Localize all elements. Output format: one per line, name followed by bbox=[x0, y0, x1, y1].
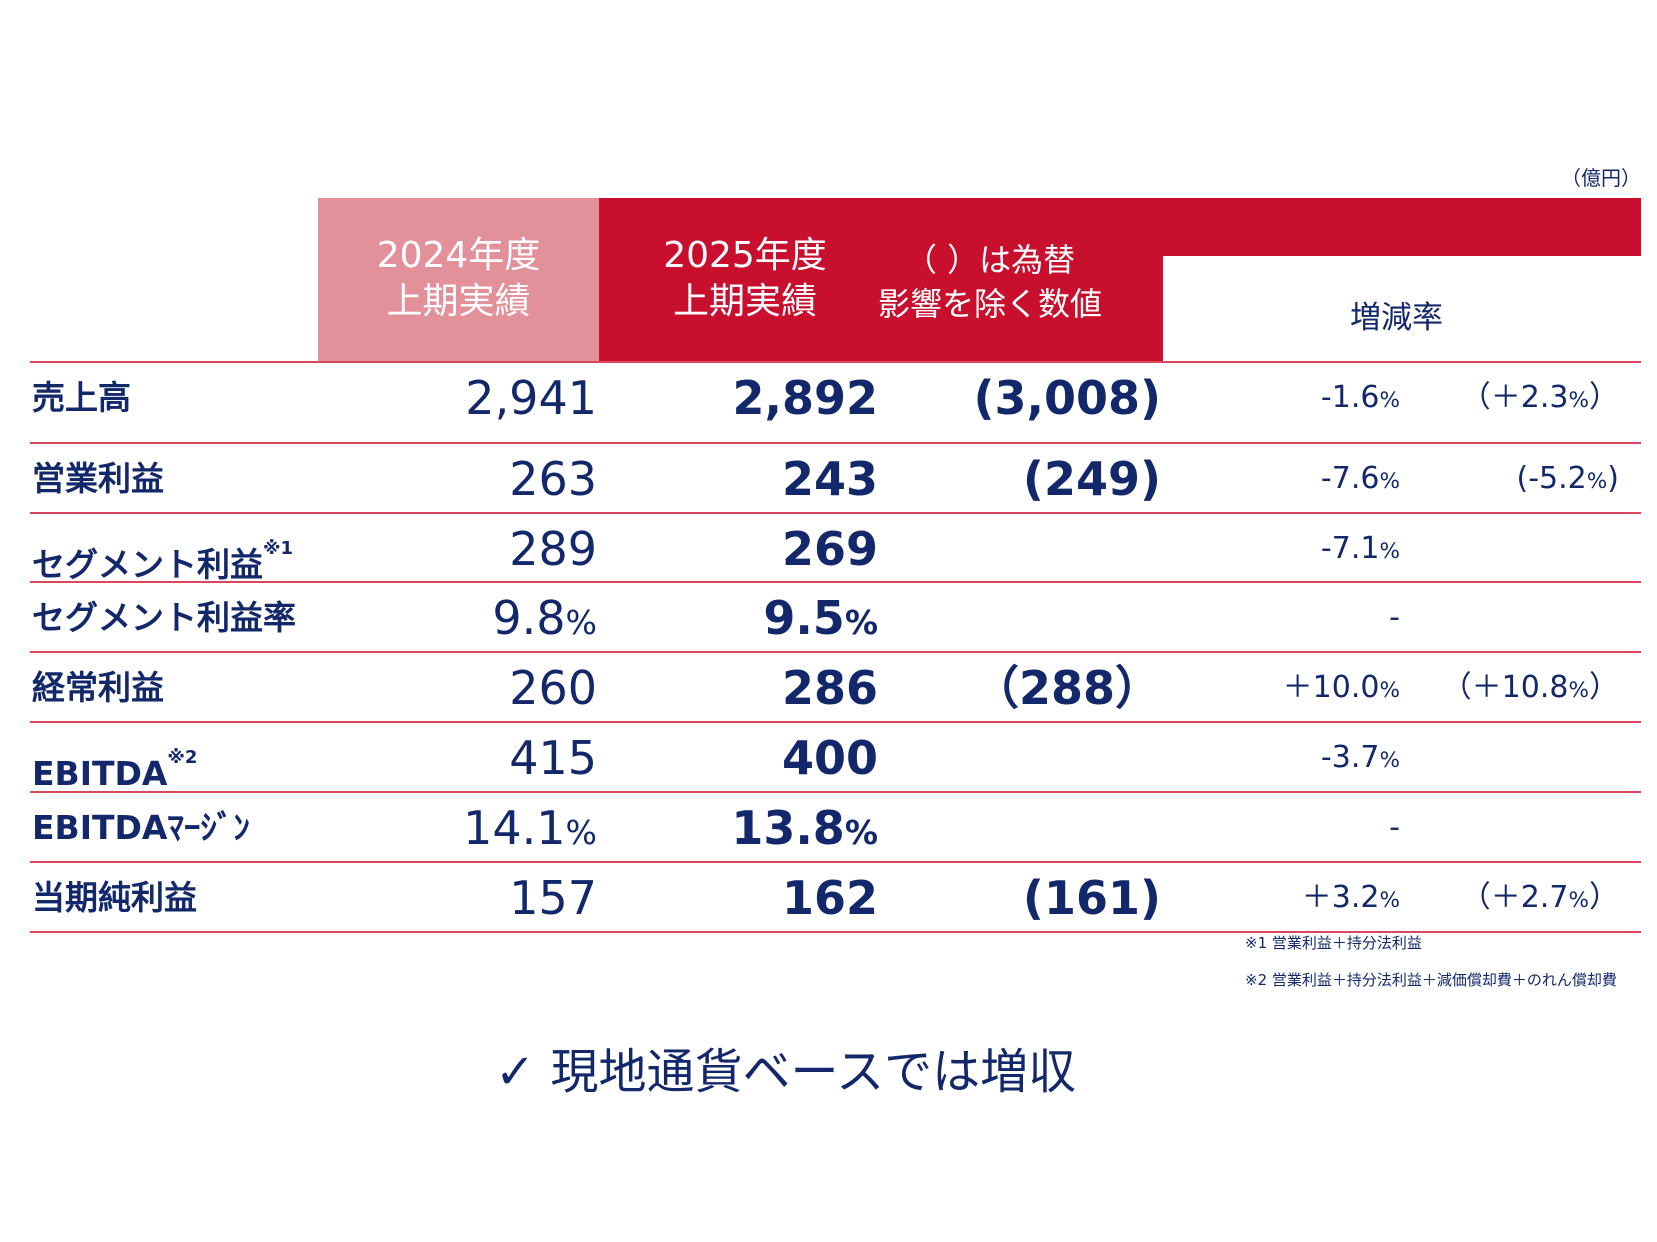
header-2024-bg bbox=[318, 198, 599, 361]
fy2024-value: 263 bbox=[509, 452, 597, 506]
header-2024: 2024年度 上期実績 bbox=[318, 233, 599, 325]
fy2024-value: 415 bbox=[509, 731, 597, 785]
row-label-text: EBITDAﾏｰｼﾞﾝ bbox=[32, 808, 250, 847]
footnote: ※2 営業利益＋持分法利益＋減価償却費＋のれん償却費 bbox=[1245, 971, 1617, 989]
row-divider bbox=[30, 651, 1641, 653]
footnote-ref: ※1 bbox=[263, 538, 294, 559]
row-divider bbox=[30, 512, 1641, 514]
fy2025-value: 9.5% bbox=[763, 591, 878, 645]
change-rate: -3.7% bbox=[1320, 740, 1400, 775]
fx-adjusted-value: (161) bbox=[1022, 871, 1161, 925]
change-rate: - bbox=[1389, 600, 1400, 635]
header-fx: （ ）は為替 影響を除く数値 bbox=[860, 238, 1120, 326]
row-label: セグメント利益※1 bbox=[32, 514, 293, 600]
row-divider bbox=[30, 931, 1641, 933]
header-text: 2025年度 bbox=[663, 235, 827, 276]
row-label: EBITDA※2 bbox=[32, 723, 197, 809]
row-label-text: 当期純利益 bbox=[32, 878, 197, 917]
row-label: 当期純利益 bbox=[32, 863, 197, 933]
fy2024-value: 9.8% bbox=[492, 591, 597, 645]
change-rate: ＋3.2% bbox=[1301, 880, 1400, 915]
header-text: （ ）は為替 bbox=[904, 241, 1076, 279]
row-label-text: セグメント利益率 bbox=[32, 598, 296, 637]
fy2025-value: 243 bbox=[781, 452, 878, 506]
row-divider bbox=[30, 791, 1641, 793]
row-label: 経常利益 bbox=[32, 653, 164, 723]
change-rate-fx: （＋2.7%） bbox=[1460, 880, 1619, 915]
fy2024-value: 14.1% bbox=[463, 801, 597, 855]
fy2025-value: 400 bbox=[781, 731, 878, 785]
row-divider bbox=[30, 442, 1641, 444]
fy2024-value: 157 bbox=[509, 871, 597, 925]
fy2025-value: 2,892 bbox=[732, 371, 878, 425]
fx-adjusted-value: (249) bbox=[1022, 452, 1161, 506]
fy2025-value: 269 bbox=[781, 522, 878, 576]
row-divider bbox=[30, 581, 1641, 583]
row-label-text: 経常利益 bbox=[32, 668, 164, 707]
row-label: EBITDAﾏｰｼﾞﾝ bbox=[32, 793, 250, 863]
fx-adjusted-value: （288） bbox=[972, 661, 1161, 715]
fy2024-value: 260 bbox=[509, 661, 597, 715]
fy2025-value: 286 bbox=[781, 661, 878, 715]
row-label-text: 営業利益 bbox=[32, 459, 164, 498]
row-label: 売上高 bbox=[32, 363, 131, 433]
change-rate: - bbox=[1389, 810, 1400, 845]
header-text: 上期実績 bbox=[672, 281, 817, 322]
header-text: 影響を除く数値 bbox=[877, 285, 1102, 323]
row-divider bbox=[30, 361, 1641, 363]
row-label: 営業利益 bbox=[32, 444, 164, 514]
change-rate-fx: （＋2.3%） bbox=[1460, 380, 1619, 415]
fx-adjusted-value: (3,008) bbox=[973, 371, 1161, 425]
fy2025-value: 13.8% bbox=[731, 801, 878, 855]
row-label-text: 売上高 bbox=[32, 378, 131, 417]
change-rate: -7.1% bbox=[1320, 531, 1400, 566]
footnote-ref: ※2 bbox=[167, 747, 198, 768]
footnote: ※1 営業利益＋持分法利益 bbox=[1245, 934, 1422, 952]
row-label-text: EBITDA bbox=[32, 754, 168, 793]
header-text: 上期実績 bbox=[386, 281, 531, 322]
change-rate: ＋10.0% bbox=[1282, 670, 1400, 705]
row-label-text: セグメント利益 bbox=[32, 545, 263, 584]
header-band bbox=[1163, 198, 1641, 256]
header-text: 2024年度 bbox=[376, 235, 541, 276]
header-2025-bg bbox=[599, 198, 1163, 361]
fy2024-value: 2,941 bbox=[465, 371, 597, 425]
fy2024-value: 289 bbox=[509, 522, 597, 576]
row-divider bbox=[30, 721, 1641, 723]
row-divider bbox=[30, 861, 1641, 863]
conclusion: ✓ 現地通貨ベースでは増収 bbox=[495, 1044, 1077, 1100]
unit: （億円） bbox=[1561, 166, 1641, 190]
header-change: 増減率 bbox=[1350, 300, 1443, 336]
change-rate-fx: (-5.2%) bbox=[1516, 461, 1620, 496]
fy2025-value: 162 bbox=[781, 871, 878, 925]
change-rate-fx: （＋10.8%） bbox=[1441, 670, 1619, 705]
row-label: セグメント利益率 bbox=[32, 583, 296, 653]
header-2025: 2025年度 上期実績 bbox=[620, 233, 870, 325]
change-rate: -7.6% bbox=[1320, 461, 1400, 496]
change-rate: -1.6% bbox=[1320, 380, 1400, 415]
